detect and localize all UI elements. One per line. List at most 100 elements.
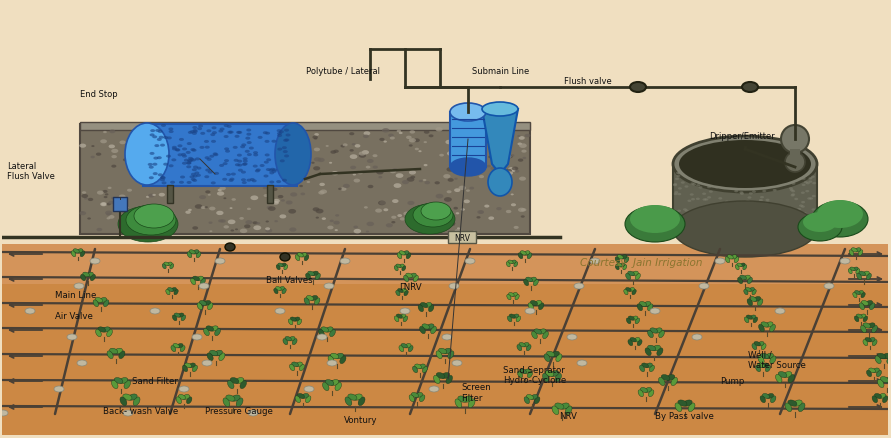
Ellipse shape [628, 316, 634, 321]
Ellipse shape [177, 145, 183, 148]
Ellipse shape [423, 165, 428, 167]
Ellipse shape [191, 173, 196, 177]
Ellipse shape [345, 397, 352, 406]
Ellipse shape [194, 172, 200, 175]
Ellipse shape [503, 152, 509, 155]
Ellipse shape [193, 166, 198, 169]
Ellipse shape [197, 276, 203, 281]
Ellipse shape [775, 173, 779, 175]
Ellipse shape [152, 173, 158, 176]
Ellipse shape [446, 221, 452, 225]
Ellipse shape [751, 215, 756, 217]
Ellipse shape [724, 227, 728, 230]
Ellipse shape [781, 213, 784, 215]
Ellipse shape [512, 314, 519, 318]
Ellipse shape [785, 153, 805, 173]
Ellipse shape [295, 396, 300, 403]
Ellipse shape [749, 315, 756, 319]
Ellipse shape [263, 187, 267, 190]
Ellipse shape [413, 366, 418, 373]
Ellipse shape [192, 133, 197, 136]
Ellipse shape [693, 181, 698, 183]
Ellipse shape [701, 180, 706, 182]
Ellipse shape [399, 133, 403, 135]
Ellipse shape [801, 201, 805, 204]
Ellipse shape [285, 134, 290, 137]
Ellipse shape [364, 132, 371, 136]
Ellipse shape [691, 177, 694, 179]
Ellipse shape [331, 380, 339, 385]
Ellipse shape [770, 172, 774, 174]
Ellipse shape [519, 253, 523, 259]
Ellipse shape [761, 353, 769, 359]
Ellipse shape [163, 137, 168, 140]
Ellipse shape [247, 140, 252, 144]
Ellipse shape [418, 305, 423, 312]
Ellipse shape [790, 195, 795, 197]
Ellipse shape [872, 340, 877, 346]
Ellipse shape [408, 346, 413, 352]
Ellipse shape [762, 191, 766, 193]
Ellipse shape [649, 390, 654, 397]
Ellipse shape [223, 398, 230, 406]
Ellipse shape [289, 319, 293, 325]
Ellipse shape [102, 191, 108, 194]
Ellipse shape [506, 210, 511, 214]
Ellipse shape [808, 178, 813, 180]
Ellipse shape [496, 186, 501, 188]
Ellipse shape [226, 173, 231, 177]
Ellipse shape [343, 184, 350, 189]
Ellipse shape [181, 154, 186, 156]
Ellipse shape [402, 266, 405, 271]
Ellipse shape [219, 128, 225, 131]
Ellipse shape [509, 293, 514, 297]
Ellipse shape [183, 395, 190, 399]
Ellipse shape [307, 296, 314, 301]
Ellipse shape [205, 191, 210, 194]
Ellipse shape [770, 230, 774, 232]
Ellipse shape [124, 381, 130, 389]
Ellipse shape [231, 230, 234, 232]
Ellipse shape [703, 230, 707, 232]
Ellipse shape [684, 186, 689, 188]
Ellipse shape [189, 159, 194, 162]
Ellipse shape [284, 265, 288, 270]
Ellipse shape [290, 228, 297, 232]
Ellipse shape [265, 132, 270, 135]
Ellipse shape [340, 145, 346, 148]
Ellipse shape [179, 138, 184, 141]
Ellipse shape [419, 180, 423, 183]
Ellipse shape [796, 212, 800, 214]
Ellipse shape [106, 203, 110, 206]
Ellipse shape [391, 222, 396, 224]
Ellipse shape [284, 139, 290, 142]
Ellipse shape [409, 395, 414, 402]
Ellipse shape [125, 124, 169, 186]
Ellipse shape [521, 150, 527, 153]
Ellipse shape [194, 134, 198, 136]
Ellipse shape [449, 283, 459, 290]
Ellipse shape [230, 378, 239, 384]
Ellipse shape [850, 268, 855, 271]
Ellipse shape [277, 148, 282, 151]
Ellipse shape [282, 289, 286, 294]
Ellipse shape [477, 217, 480, 219]
Ellipse shape [734, 257, 739, 263]
Ellipse shape [71, 251, 76, 257]
Ellipse shape [134, 205, 174, 229]
Ellipse shape [110, 348, 118, 354]
Ellipse shape [432, 217, 437, 219]
Ellipse shape [126, 207, 129, 209]
Ellipse shape [205, 207, 208, 208]
Ellipse shape [803, 212, 806, 215]
Ellipse shape [285, 133, 290, 136]
Ellipse shape [507, 295, 511, 300]
Ellipse shape [721, 209, 724, 212]
Polygon shape [482, 110, 518, 175]
Ellipse shape [443, 210, 448, 213]
Ellipse shape [798, 403, 805, 412]
Ellipse shape [743, 225, 748, 227]
Ellipse shape [335, 215, 339, 217]
Ellipse shape [497, 132, 504, 136]
Ellipse shape [168, 288, 173, 292]
